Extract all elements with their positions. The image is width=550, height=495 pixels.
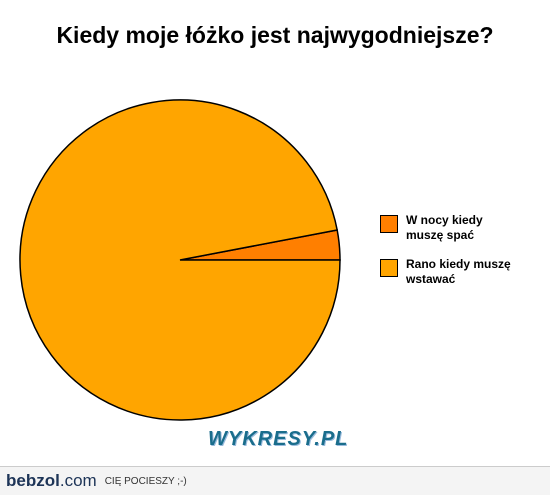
footer-domain: .com	[59, 471, 97, 490]
legend-label: Rano kiedy muszę wstawać	[406, 257, 511, 286]
legend-label: W nocy kiedy muszę spać	[406, 213, 483, 242]
footer-brand: bebzol	[6, 471, 60, 490]
legend: W nocy kiedy muszę spać Rano kiedy muszę …	[380, 213, 530, 301]
watermark: WYKRESY.PL	[208, 428, 349, 450]
legend-swatch	[380, 215, 398, 233]
legend-item: Rano kiedy muszę wstawać	[380, 257, 530, 287]
pie-slice	[19, 99, 341, 421]
legend-swatch	[380, 259, 398, 277]
legend-item: W nocy kiedy muszę spać	[380, 213, 530, 243]
footer-tagline: CIĘ POCIESZY ;-)	[104, 475, 187, 487]
footer: bebzol .com CIĘ POCIESZY ;-)	[0, 466, 550, 495]
chart-title: Kiedy moje łóżko jest najwygodniejsze?	[56, 22, 494, 48]
